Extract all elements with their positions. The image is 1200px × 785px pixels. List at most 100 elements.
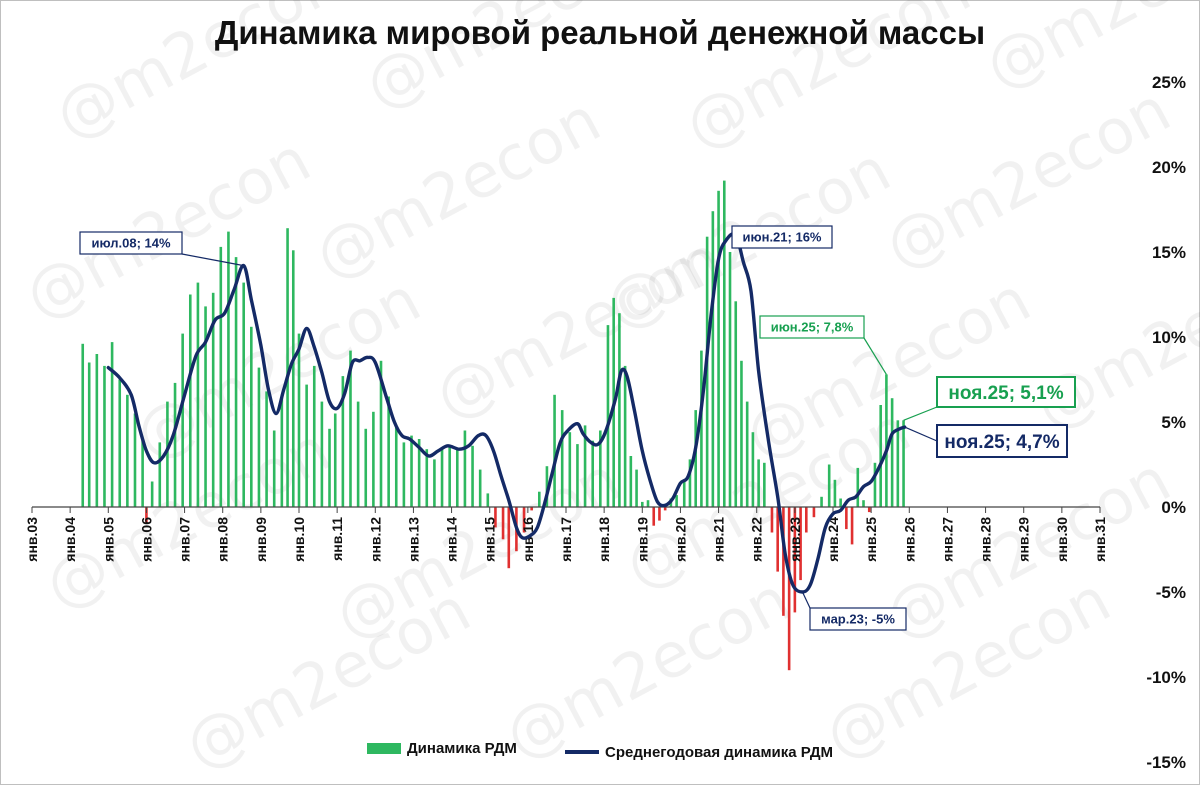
bar — [787, 507, 791, 671]
legend-bars-label: Динамика РДМ — [406, 740, 517, 757]
callout-box — [731, 225, 833, 249]
bar — [717, 190, 720, 508]
bar — [827, 464, 831, 507]
x-tick-label: янв.19 — [634, 517, 650, 562]
bar — [234, 257, 238, 507]
bar — [402, 442, 406, 507]
bar — [204, 306, 207, 507]
bar — [675, 495, 678, 507]
bar — [425, 449, 429, 507]
bar — [333, 413, 337, 507]
bar — [583, 425, 587, 507]
bar — [839, 498, 842, 507]
bar — [522, 507, 526, 533]
callout-label: июн.25; 7,8% — [771, 320, 854, 335]
bar — [776, 507, 779, 572]
x-tick-label: янв.12 — [367, 517, 383, 562]
x-tick-label: янв.23 — [787, 517, 803, 562]
watermark-text: @m2econ — [13, 123, 322, 334]
bar — [635, 469, 638, 507]
x-tick-label: янв.31 — [1092, 517, 1108, 562]
bar — [372, 411, 375, 507]
bar — [356, 401, 360, 507]
x-tick-label: янв.11 — [329, 517, 345, 561]
bar — [793, 507, 797, 613]
bar — [250, 326, 253, 507]
bar — [501, 507, 505, 540]
avg-line — [106, 232, 907, 594]
bar — [471, 445, 474, 507]
bar — [95, 354, 99, 507]
bar — [530, 507, 533, 511]
bar — [682, 481, 686, 507]
bar — [629, 456, 633, 507]
bar — [328, 428, 331, 507]
y-tick-label: 20% — [1152, 158, 1186, 177]
watermark-text: @m2econ — [873, 73, 1182, 284]
callout-box — [809, 607, 907, 631]
bar — [879, 405, 882, 507]
x-tick-label: янв.29 — [1016, 517, 1032, 562]
bar — [652, 507, 656, 526]
bar — [126, 394, 129, 507]
callout-label: мар.23; -5% — [821, 612, 895, 627]
bar — [896, 420, 900, 507]
bar — [448, 445, 451, 507]
y-tick-label: 15% — [1152, 243, 1186, 262]
bar — [663, 507, 667, 511]
callout-leader — [904, 426, 938, 442]
bar — [805, 507, 808, 533]
chart-title: Динамика мировой реальной денежной массы — [214, 14, 986, 51]
bar — [745, 401, 749, 507]
bar — [280, 394, 284, 507]
bar — [606, 325, 610, 507]
bar — [705, 236, 709, 507]
bar — [576, 444, 579, 507]
bar — [728, 252, 732, 507]
bar — [312, 365, 316, 507]
bar — [455, 447, 459, 507]
x-tick-label: янв.20 — [672, 517, 688, 562]
bar — [286, 228, 289, 507]
bar — [538, 491, 541, 507]
bar — [711, 211, 715, 507]
bar — [103, 365, 106, 507]
bar — [150, 481, 154, 507]
bar — [646, 500, 650, 507]
bar — [349, 350, 352, 507]
x-tick-label: янв.18 — [596, 517, 612, 562]
bar — [305, 384, 308, 507]
bar — [364, 428, 368, 507]
bar — [145, 507, 148, 524]
bar — [856, 467, 860, 507]
bar — [320, 401, 324, 507]
watermark-text: @m2econ — [303, 83, 612, 294]
bar — [688, 459, 692, 507]
x-tick-label: янв.07 — [177, 517, 193, 562]
bar — [757, 459, 760, 507]
bar — [158, 442, 162, 507]
bar — [599, 430, 602, 507]
callout-label: ноя.25; 4,7% — [944, 432, 1059, 453]
bar — [591, 440, 594, 507]
bar — [181, 333, 184, 507]
bar — [850, 507, 854, 545]
bar — [196, 282, 200, 507]
line-series — [106, 232, 907, 594]
bar — [722, 180, 726, 507]
x-tick-label: янв.05 — [100, 517, 116, 562]
bar — [133, 413, 137, 507]
bar — [873, 462, 877, 507]
bar — [560, 410, 564, 507]
bar — [257, 367, 261, 507]
x-tick-label: янв.04 — [62, 517, 78, 562]
y-tick-label: 5% — [1161, 413, 1186, 432]
bar — [545, 466, 549, 507]
bar — [297, 333, 301, 507]
bar — [118, 379, 122, 507]
callout-box — [79, 231, 183, 255]
bar — [166, 401, 169, 507]
x-tick-label: янв.17 — [558, 517, 574, 562]
y-tick-label: 0% — [1161, 498, 1186, 517]
bar — [379, 360, 383, 507]
